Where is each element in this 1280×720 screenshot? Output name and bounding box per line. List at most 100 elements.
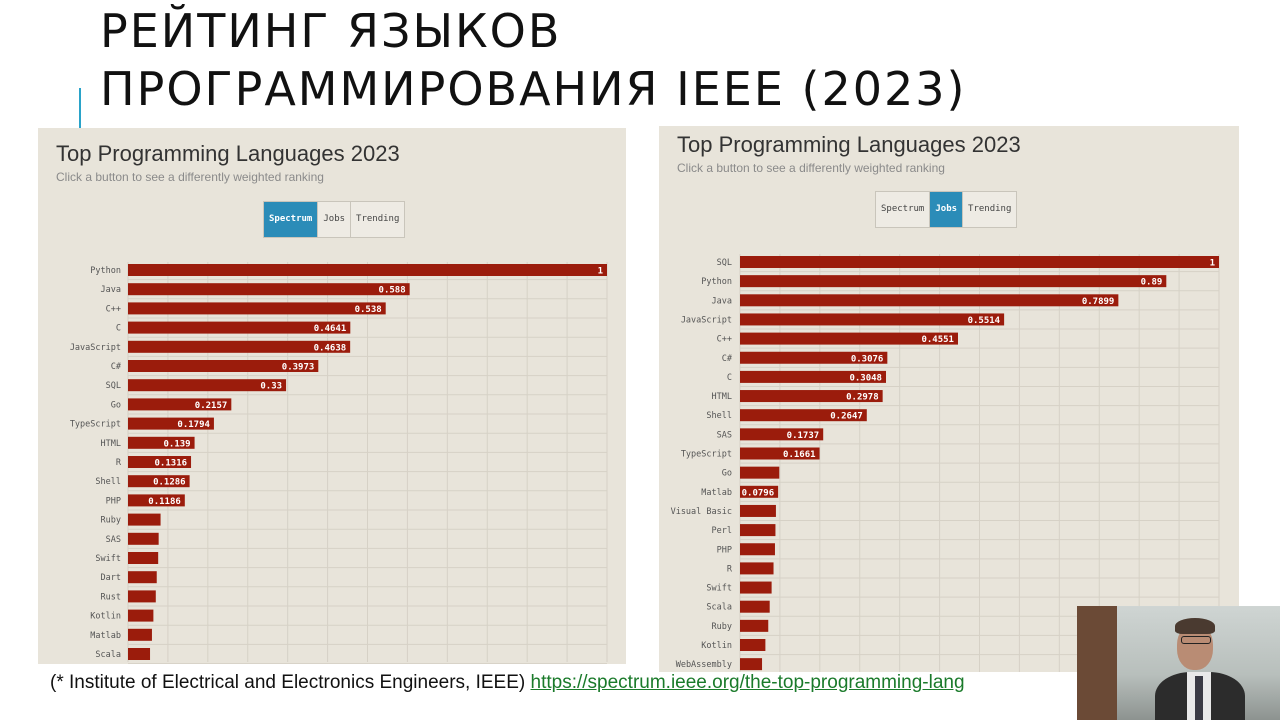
bar (128, 648, 151, 660)
ranking-button-group: Spectrum Jobs Trending (263, 201, 406, 238)
value-label: 0.3973 (282, 363, 315, 373)
bar (740, 600, 770, 613)
category-label: WebAssembly (676, 660, 732, 670)
bar-chart-spectrum: Python 1 Java 0.588 C++ 0.538 C 0.4641 JavaScrip… (70, 262, 608, 664)
bar (740, 447, 820, 460)
value-label: 0.7899 (1082, 297, 1115, 307)
value-label: 1 (598, 267, 603, 277)
category-label: SQL (106, 381, 121, 391)
webcam-overlay (1077, 606, 1280, 720)
slide-title-line1: РЕЙТИНГ ЯЗЫКОВ (100, 4, 562, 58)
value-label: 0.3076 (851, 354, 884, 364)
bar (128, 283, 410, 296)
bar (128, 609, 154, 622)
category-label: TypeScript (681, 450, 732, 460)
bar (740, 504, 776, 517)
slide-title: РЕЙТИНГ ЯЗЫКОВ ПРОГРАММИРОВАНИЯ IEEE (20… (100, 2, 1100, 118)
value-label: 0.33 (260, 382, 282, 392)
value-label: 0.1794 (177, 420, 210, 430)
bar (740, 639, 766, 651)
value-label: 0.4638 (314, 343, 347, 353)
bar (740, 370, 886, 383)
trending-button[interactable]: Trending (968, 204, 1012, 214)
bar (128, 628, 152, 641)
bar (740, 390, 883, 403)
bar (740, 485, 779, 498)
spectrum-button[interactable]: Spectrum (264, 202, 319, 237)
bar (128, 475, 190, 488)
panel-subtitle: Click a button to see a differently weig… (677, 161, 945, 175)
category-label: R (727, 564, 733, 574)
category-label: Shell (706, 411, 732, 421)
category-label: PHP (106, 496, 121, 506)
category-label: JavaScript (681, 315, 732, 325)
panel-title: Top Programming Languages 2023 (56, 141, 400, 166)
value-label: 0.1316 (155, 459, 188, 469)
bar (740, 524, 776, 537)
value-label: 0.588 (379, 286, 406, 296)
category-label: Swift (706, 584, 732, 594)
category-label: JavaScript (70, 343, 121, 353)
bar (740, 619, 769, 632)
value-label: 0.4551 (921, 335, 954, 345)
value-label: 0.2157 (195, 401, 228, 411)
category-label: C# (111, 362, 122, 372)
bar (740, 658, 763, 671)
value-label: 0.0796 (742, 488, 775, 498)
category-label: SAS (717, 430, 732, 440)
category-label: HTML (101, 439, 121, 449)
bar (128, 552, 159, 564)
category-label: SQL (717, 258, 732, 268)
category-label: C++ (106, 304, 121, 314)
bar (128, 321, 351, 334)
chart-panel-jobs: Top Programming Languages 2023 Click a b… (659, 126, 1239, 672)
value-label: 1 (1210, 259, 1215, 269)
category-label: Kotlin (90, 612, 121, 622)
bar (128, 264, 607, 276)
category-label: Shell (95, 477, 121, 487)
category-label: C (727, 373, 732, 383)
bar (740, 466, 780, 479)
value-label: 0.2647 (830, 412, 863, 422)
category-label: HTML (712, 392, 732, 402)
value-label: 0.3048 (849, 373, 882, 383)
category-label: Ruby (712, 622, 732, 632)
category-label: Rust (101, 592, 121, 602)
panel-subtitle: Click a button to see a differently weig… (56, 170, 324, 184)
bar (740, 313, 1005, 326)
category-label: Scala (95, 650, 121, 660)
value-label: 0.89 (1141, 278, 1163, 288)
category-label: SAS (106, 535, 121, 545)
bar (128, 379, 287, 392)
trending-button[interactable]: Trending (356, 214, 400, 224)
value-label: 0.1737 (787, 431, 820, 441)
value-label: 0.1661 (783, 450, 816, 460)
bar (740, 294, 1119, 307)
bar (128, 532, 159, 545)
category-label: C# (722, 354, 733, 364)
value-label: 0.139 (163, 439, 190, 449)
value-label: 0.2978 (846, 393, 879, 403)
category-label: Kotlin (701, 641, 732, 651)
bar (740, 351, 888, 364)
bar (740, 543, 775, 556)
slide-title-line2: ПРОГРАММИРОВАНИЯ IEEE (2023) (100, 62, 967, 116)
bar (128, 340, 351, 353)
value-label: 0.1286 (153, 478, 186, 488)
spectrum-button[interactable]: Spectrum (876, 192, 931, 227)
bar (128, 360, 319, 372)
bar (740, 562, 774, 575)
title-accent-line (79, 88, 81, 128)
jobs-button[interactable]: Jobs (318, 202, 352, 237)
category-label: C (116, 324, 121, 334)
bar (740, 256, 1219, 268)
source-link[interactable]: https://spectrum.ieee.org/the-top-progra… (530, 672, 965, 693)
category-label: Ruby (101, 516, 121, 526)
bar (128, 590, 156, 603)
jobs-button[interactable]: Jobs (930, 192, 964, 227)
value-label: 0.4641 (314, 324, 347, 334)
chart-panel-spectrum: Top Programming Languages 2023 Click a b… (38, 128, 626, 664)
bar (128, 571, 157, 584)
value-label: 0.5514 (968, 316, 1001, 326)
category-label: Python (701, 277, 732, 287)
